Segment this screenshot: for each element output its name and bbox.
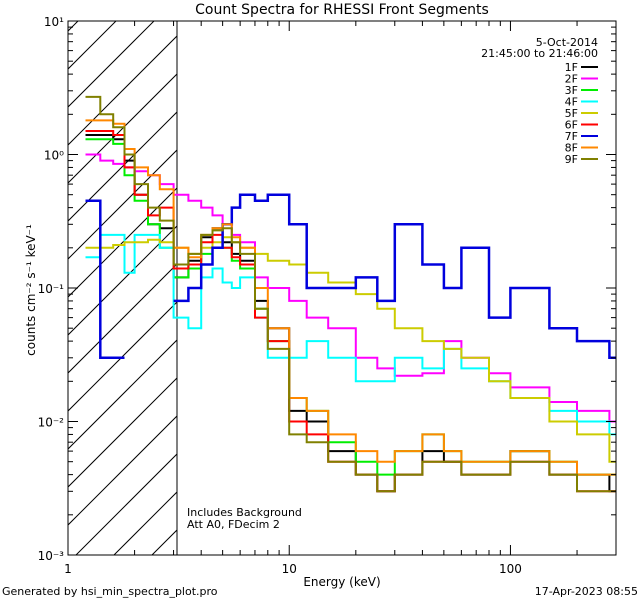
hatch-line	[68, 149, 177, 260]
x-tick-label: 1	[64, 562, 72, 576]
hatch-line	[68, 415, 177, 526]
hatch-line	[68, 35, 177, 146]
series-4F-line	[85, 233, 616, 436]
time-range-label: 21:45:00 to 21:46:00	[481, 47, 598, 60]
excluded-region-hatch	[0, 0, 640, 555]
chart-title: Count Spectra for RHESSI Front Segments	[195, 2, 489, 18]
hatch-line	[68, 225, 177, 336]
y-tick-label: 10¹	[44, 15, 64, 29]
y-tick-label: 10⁰	[44, 149, 64, 163]
legend-label-7F: 7F	[565, 130, 578, 143]
axis-tick-labels: 1 10 100 10¹ 10⁰ 10⁻¹ 10⁻² 10⁻³	[38, 15, 522, 576]
series-9F-line	[85, 95, 616, 493]
legend-label-1F: 1F	[565, 61, 578, 74]
hatch-line	[68, 187, 177, 298]
legend-label-5F: 5F	[565, 107, 578, 120]
legend-label-8F: 8F	[565, 142, 578, 155]
legend-label-3F: 3F	[565, 84, 578, 97]
hatch-line	[266, 0, 640, 555]
hatch-line	[68, 21, 117, 70]
hatch-line	[0, 0, 106, 555]
hatch-line	[68, 111, 177, 222]
legend-label-9F: 9F	[565, 153, 578, 166]
hatch-line	[68, 21, 155, 108]
legend-label-6F: 6F	[565, 119, 578, 132]
axis-ticks	[67, 21, 617, 556]
annotation-attenuator: Att A0, FDecim 2	[187, 518, 280, 531]
y-tick-label: 10⁻³	[38, 549, 65, 563]
annotation-background: Includes Background	[187, 506, 302, 519]
date-label: 5-Oct-2014	[536, 36, 598, 49]
hatch-line	[68, 339, 177, 450]
series-8F-line	[85, 119, 616, 476]
y-tick-label: 10⁻²	[38, 416, 65, 430]
hatch-line	[228, 0, 640, 555]
legend-label-4F: 4F	[565, 96, 578, 109]
y-axis-label: counts cm⁻² s⁻¹ keV⁻¹	[24, 224, 38, 356]
x-axis-label: Energy (keV)	[303, 575, 380, 589]
y-tick-label: 10⁻¹	[38, 282, 65, 296]
series-5F-line	[85, 236, 616, 463]
legend-label-2F: 2F	[565, 73, 578, 86]
series-layer	[85, 95, 616, 493]
x-tick-label: 10	[282, 562, 297, 576]
series-7F-line	[85, 193, 616, 360]
x-tick-label: 100	[499, 562, 522, 576]
footer-generated-by: Generated by hsi_min_spectra_plot.pro	[2, 585, 218, 598]
hatch-line	[68, 377, 177, 488]
hatch-line	[68, 21, 79, 32]
footer-timestamp: 17-Apr-2023 08:55	[535, 585, 638, 598]
hatch-line	[75, 453, 177, 555]
